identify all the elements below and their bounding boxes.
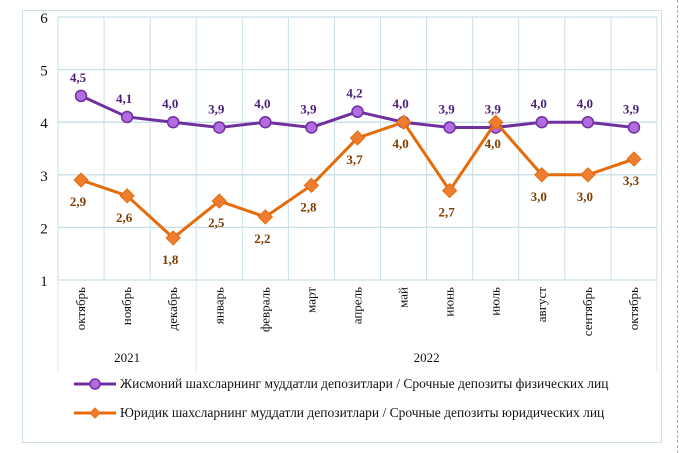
data-point	[395, 114, 412, 130]
data-point	[534, 167, 550, 183]
data-label: 3,9	[439, 101, 456, 116]
data-point	[488, 114, 504, 130]
x-tick-label: май	[396, 287, 411, 308]
y-tick-label: 6	[40, 11, 48, 27]
legend-item-legal-entities: Юридик шахсларнинг муддатли депозитлари …	[72, 405, 604, 421]
data-point	[580, 167, 596, 183]
data-point	[120, 110, 134, 124]
data-label: 2,7	[439, 205, 456, 220]
x-tick-label: февраль	[257, 287, 272, 332]
legend-item-individuals: Жисмоний шахсларнинг муддатли депозитлар…	[72, 376, 608, 392]
x-tick-label: январь	[211, 287, 226, 324]
data-label: 3,9	[300, 101, 317, 116]
data-point	[305, 121, 318, 134]
data-label: 4,0	[577, 96, 593, 111]
legend-label: Юридик шахсларнинг муддатли депозитлари …	[120, 405, 605, 420]
x-tick-label: июль	[488, 287, 503, 316]
x-tick-label: октябрь	[626, 287, 641, 330]
data-point	[581, 115, 595, 129]
data-label: 3,9	[208, 101, 225, 116]
data-label: 2,5	[208, 215, 225, 230]
data-label: 2,6	[116, 210, 133, 225]
legend-marker-circle-icon	[74, 378, 116, 390]
chart-frame	[22, 10, 662, 443]
y-tick-label: 2	[40, 221, 48, 237]
x-tick-label: июнь	[442, 287, 457, 317]
data-label: 3,9	[485, 101, 502, 116]
data-label: 2,9	[70, 194, 87, 209]
data-label: 4,0	[392, 96, 408, 111]
data-point	[257, 209, 274, 225]
x-tick-label: апрель	[350, 287, 365, 324]
data-point	[351, 105, 364, 118]
data-point	[165, 230, 181, 246]
y-tick-label: 1	[40, 274, 48, 290]
year-label: 2022	[414, 350, 440, 365]
year-label: 2021	[114, 350, 140, 365]
data-point	[213, 121, 226, 134]
data-label: 4,0	[485, 136, 501, 151]
data-point	[349, 130, 366, 146]
data-label: 3,3	[623, 173, 640, 188]
y-tick-label: 4	[40, 116, 48, 132]
data-label: 4,5	[70, 70, 87, 85]
data-label: 3,0	[577, 189, 593, 204]
x-tick-label: ноябрь	[119, 287, 134, 325]
data-label: 4,0	[162, 96, 178, 111]
data-label: 4,2	[346, 86, 362, 101]
data-label: 4,0	[531, 96, 547, 111]
data-point	[119, 188, 135, 204]
data-label: 3,7	[346, 152, 363, 167]
y-tick-label: 5	[40, 64, 48, 80]
x-tick-label: август	[534, 287, 549, 323]
data-point	[166, 115, 180, 129]
data-label: 4,0	[392, 136, 408, 151]
data-label: 4,0	[254, 96, 270, 111]
data-label: 2,2	[254, 231, 270, 246]
data-point	[441, 182, 458, 199]
data-point	[626, 151, 642, 167]
data-label: 1,8	[162, 252, 179, 267]
data-point	[211, 193, 227, 209]
data-point	[303, 177, 320, 194]
data-point	[443, 121, 456, 134]
data-point	[627, 121, 641, 134]
data-label: 4,1	[116, 91, 132, 106]
x-tick-label: декабрь	[165, 287, 180, 330]
legend-label: Жисмоний шахсларнинг муддатли депозитлар…	[120, 376, 609, 391]
x-tick-label: сентябрь	[580, 287, 595, 336]
data-point	[74, 89, 88, 103]
legend-marker-diamond-icon	[74, 407, 116, 419]
data-point	[259, 115, 272, 129]
x-tick-label: март	[303, 287, 318, 313]
x-tick-label: октябрь	[73, 287, 88, 330]
data-point	[73, 172, 89, 188]
data-label: 2,8	[300, 199, 317, 214]
y-tick-label: 3	[40, 169, 48, 185]
data-point	[535, 115, 549, 129]
page-margin-guide	[677, 0, 678, 453]
data-label: 3,0	[531, 189, 547, 204]
data-label: 3,9	[623, 101, 640, 116]
